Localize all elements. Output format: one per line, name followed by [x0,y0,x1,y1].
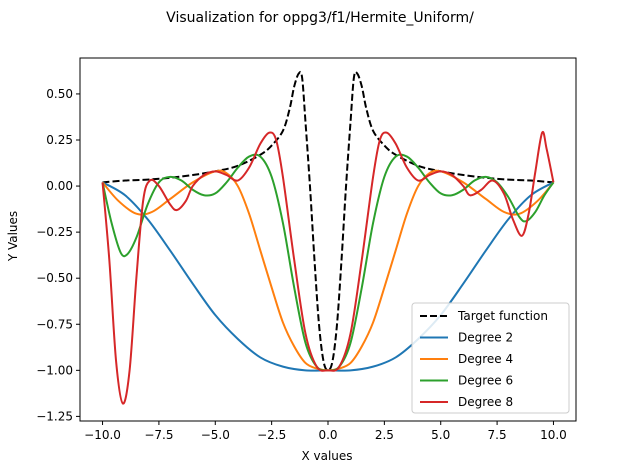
x-tick-label: 10.0 [540,428,567,442]
legend-entry: Degree 2 [458,331,513,345]
y-tick-label: −0.50 [36,271,73,285]
x-tick-label: −7.5 [144,428,173,442]
legend-entry: Target function [457,309,548,323]
x-tick-label: −10.0 [84,428,121,442]
y-tick-label: −1.00 [36,363,73,377]
x-tick-label: 2.5 [375,428,394,442]
x-tick-label: −2.5 [257,428,286,442]
legend-entry: Degree 4 [458,352,513,366]
x-axis-label: X values [301,449,352,463]
y-tick-label: 0.50 [46,87,73,101]
x-tick-label: 5.0 [431,428,450,442]
y-tick-label: 0.25 [46,133,73,147]
legend-entry: Degree 8 [458,395,513,409]
legend-box [411,302,570,414]
x-axis: −10.0 −7.5 −5.0 −2.5 0.0 2.5 5.0 7.5 10.0 [84,421,567,442]
x-tick-label: 0.0 [318,428,337,442]
y-tick-label: 0.00 [46,179,73,193]
x-tick-label: 7.5 [488,428,507,442]
y-tick-label: −1.25 [36,409,73,423]
legend: Target function Degree 2 Degree 4 Degree 6 D… [411,302,570,414]
legend-entry: Degree 6 [458,374,513,388]
series-line-4 [101,130,555,405]
y-axis-label: Y Values [6,211,20,262]
y-axis: −1.25 −1.00 −0.75 −0.50 −0.25 0.00 0.25 0.50 [36,87,80,423]
y-tick-label: −0.25 [36,225,73,239]
x-tick-label: −5.0 [201,428,230,442]
chart-title: Visualization for oppg3/f1/Hermite_Unifo… [166,10,474,26]
y-tick-label: −0.75 [36,317,73,331]
